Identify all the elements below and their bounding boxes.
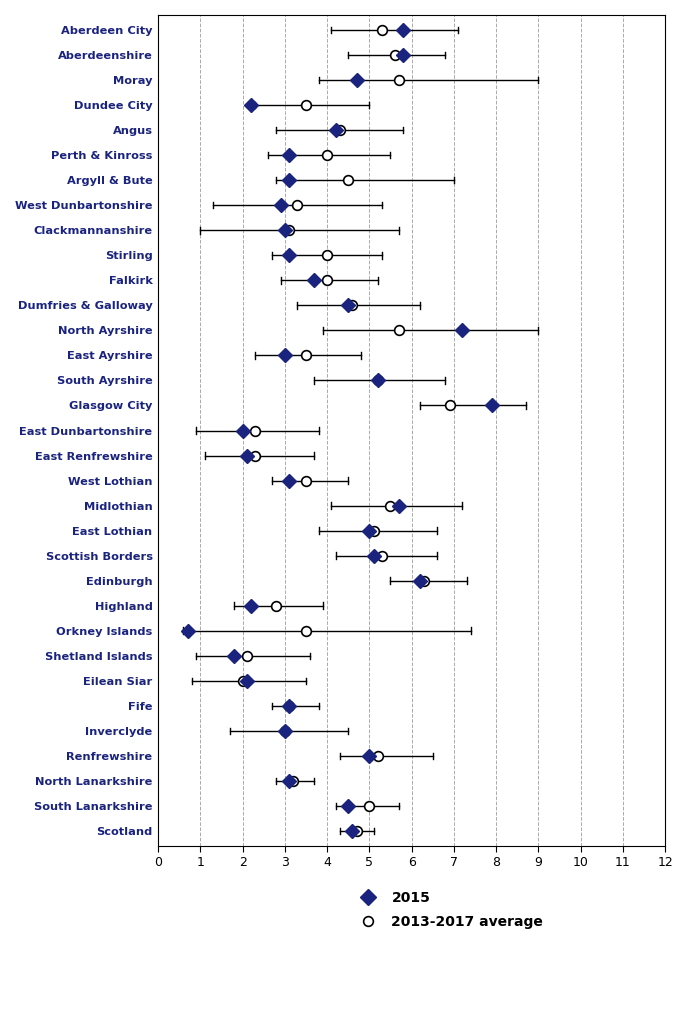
Legend: 2015, 2013-2017 average: 2015, 2013-2017 average — [356, 886, 549, 935]
